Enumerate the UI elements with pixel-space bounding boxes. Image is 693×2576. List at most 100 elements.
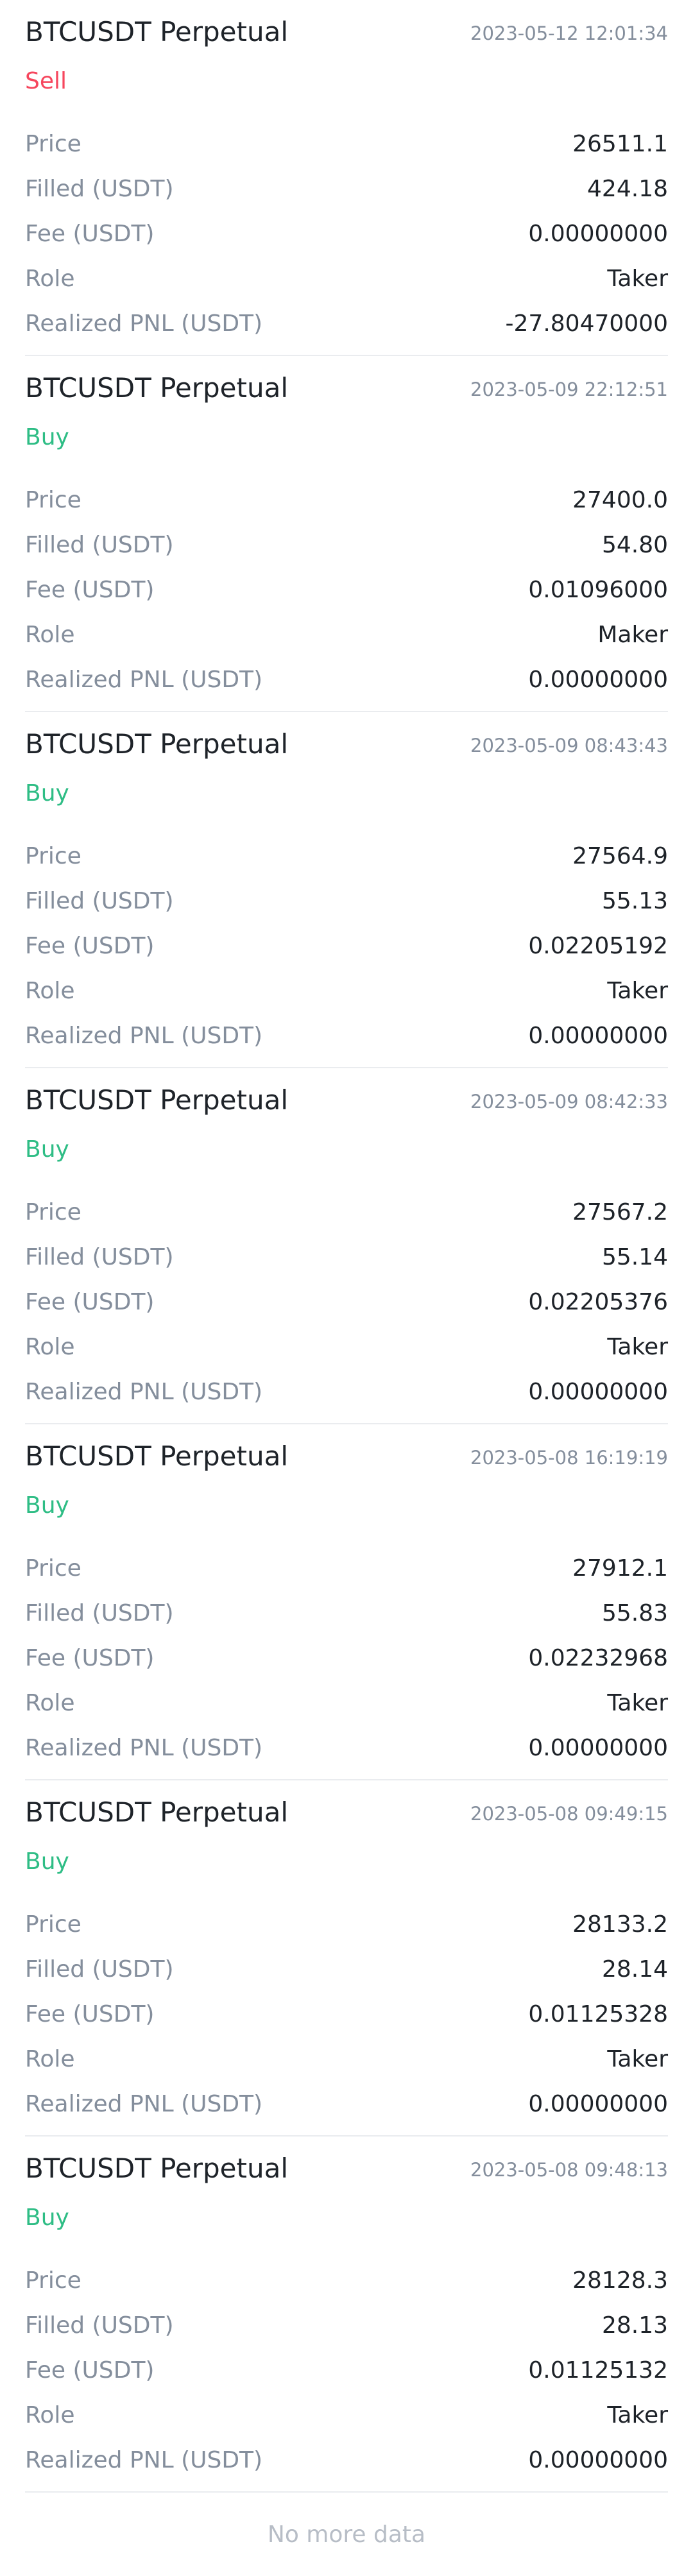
filled-label: Filled (USDT): [25, 1956, 174, 1983]
fee-row: Fee (USDT) 0.02205376: [25, 1286, 668, 1318]
realized-pnl-value: -27.80470000: [505, 310, 668, 337]
filled-value: 55.14: [601, 1243, 668, 1270]
realized-pnl-row: Realized PNL (USDT) 0.00000000: [25, 1732, 668, 1764]
divider: [25, 1423, 668, 1424]
role-row: Role Taker: [25, 975, 668, 1007]
trade-symbol: BTCUSDT Perpetual: [25, 728, 289, 760]
realized-pnl-row: Realized PNL (USDT) 0.00000000: [25, 2444, 668, 2476]
trade-side: Buy: [25, 1848, 69, 1875]
trade-record[interactable]: BTCUSDT Perpetual 2023-05-08 16:19:19 Buy P…: [0, 1424, 693, 1780]
realized-pnl-row: Realized PNL (USDT) -27.80470000: [25, 307, 668, 339]
trade-timestamp: 2023-05-09 08:42:33: [470, 1091, 668, 1113]
fee-value: 0.02232968: [528, 1644, 668, 1671]
realized-pnl-value: 0.00000000: [528, 1734, 668, 1761]
trade-record[interactable]: BTCUSDT Perpetual 2023-05-09 08:43:43 Buy P…: [0, 712, 693, 1068]
fee-row: Fee (USDT) 0.01125132: [25, 2354, 668, 2386]
role-value: Taker: [607, 1689, 668, 1716]
filled-value: 55.83: [601, 1599, 668, 1626]
trade-side: Buy: [25, 424, 69, 450]
role-label: Role: [25, 265, 75, 292]
trade-record[interactable]: BTCUSDT Perpetual 2023-05-08 09:48:13 Buy P…: [0, 2137, 693, 2493]
realized-pnl-label: Realized PNL (USDT): [25, 1022, 263, 1049]
role-label: Role: [25, 621, 75, 648]
fee-label: Fee (USDT): [25, 2000, 155, 2027]
divider: [25, 1779, 668, 1780]
filled-label: Filled (USDT): [25, 1599, 174, 1626]
filled-value: 28.14: [601, 1956, 668, 1983]
trade-symbol: BTCUSDT Perpetual: [25, 1084, 289, 1116]
divider: [25, 2491, 668, 2493]
role-value: Maker: [597, 621, 668, 648]
price-label: Price: [25, 842, 81, 869]
filled-value: 54.80: [601, 531, 668, 558]
role-row: Role Taker: [25, 1331, 668, 1363]
role-row: Role Taker: [25, 2399, 668, 2431]
realized-pnl-label: Realized PNL (USDT): [25, 2090, 263, 2117]
realized-pnl-value: 0.00000000: [528, 1022, 668, 1049]
filled-row: Filled (USDT) 55.83: [25, 1597, 668, 1629]
no-more-data-text: No more data: [267, 2521, 426, 2548]
filled-row: Filled (USDT) 28.14: [25, 1953, 668, 1985]
role-value: Taker: [607, 977, 668, 1004]
realized-pnl-value: 0.00000000: [528, 1378, 668, 1405]
realized-pnl-row: Realized PNL (USDT) 0.00000000: [25, 1019, 668, 1052]
role-row: Role Taker: [25, 262, 668, 294]
fee-row: Fee (USDT) 0.02232968: [25, 1642, 668, 1674]
realized-pnl-row: Realized PNL (USDT) 0.00000000: [25, 663, 668, 695]
realized-pnl-value: 0.00000000: [528, 2446, 668, 2473]
role-label: Role: [25, 2401, 75, 2428]
fee-label: Fee (USDT): [25, 576, 155, 603]
trade-side: Buy: [25, 780, 69, 806]
trade-timestamp: 2023-05-08 16:19:19: [470, 1447, 668, 1469]
price-label: Price: [25, 2267, 81, 2294]
role-label: Role: [25, 977, 75, 1004]
price-value: 27912.1: [572, 1555, 668, 1582]
fee-value: 0.01125328: [528, 2000, 668, 2027]
trade-side: Sell: [25, 68, 67, 94]
trade-record[interactable]: BTCUSDT Perpetual 2023-05-12 12:01:34 Sell…: [0, 0, 693, 356]
realized-pnl-row: Realized PNL (USDT) 0.00000000: [25, 2088, 668, 2120]
realized-pnl-label: Realized PNL (USDT): [25, 2446, 263, 2473]
filled-label: Filled (USDT): [25, 175, 174, 202]
trade-record[interactable]: BTCUSDT Perpetual 2023-05-09 22:12:51 Buy P…: [0, 356, 693, 712]
price-row: Price 27400.0: [25, 484, 668, 516]
trade-record[interactable]: BTCUSDT Perpetual 2023-05-09 08:42:33 Buy P…: [0, 1068, 693, 1424]
trade-side: Buy: [25, 2205, 69, 2231]
price-value: 27564.9: [572, 842, 668, 869]
price-value: 28128.3: [572, 2267, 668, 2294]
realized-pnl-label: Realized PNL (USDT): [25, 666, 263, 693]
realized-pnl-value: 0.00000000: [528, 666, 668, 693]
filled-value: 424.18: [587, 175, 668, 202]
realized-pnl-label: Realized PNL (USDT): [25, 310, 263, 337]
trade-timestamp: 2023-05-08 09:48:13: [470, 2159, 668, 2181]
price-row: Price 28133.2: [25, 1908, 668, 1940]
price-label: Price: [25, 486, 81, 513]
role-value: Taker: [607, 1333, 668, 1360]
trade-timestamp: 2023-05-09 08:43:43: [470, 735, 668, 756]
filled-value: 28.13: [601, 2312, 668, 2339]
filled-label: Filled (USDT): [25, 2312, 174, 2339]
role-value: Taker: [607, 2045, 668, 2072]
price-label: Price: [25, 1555, 81, 1582]
trade-symbol: BTCUSDT Perpetual: [25, 16, 289, 47]
realized-pnl-row: Realized PNL (USDT) 0.00000000: [25, 1376, 668, 1408]
role-row: Role Maker: [25, 618, 668, 651]
price-row: Price 27564.9: [25, 840, 668, 872]
trade-record[interactable]: BTCUSDT Perpetual 2023-05-08 09:49:15 Buy P…: [0, 1780, 693, 2137]
price-label: Price: [25, 1198, 81, 1225]
price-row: Price 28128.3: [25, 2264, 668, 2296]
fee-label: Fee (USDT): [25, 220, 155, 247]
price-row: Price 27912.1: [25, 1552, 668, 1584]
price-value: 26511.1: [572, 130, 668, 157]
fee-value: 0.01096000: [528, 576, 668, 603]
fee-label: Fee (USDT): [25, 2357, 155, 2384]
fee-value: 0.02205376: [528, 1288, 668, 1315]
trade-symbol: BTCUSDT Perpetual: [25, 1796, 289, 1828]
role-row: Role Taker: [25, 2043, 668, 2075]
fee-row: Fee (USDT) 0.01125328: [25, 1998, 668, 2030]
filled-row: Filled (USDT) 28.13: [25, 2309, 668, 2341]
fee-row: Fee (USDT) 0.01096000: [25, 574, 668, 606]
filled-label: Filled (USDT): [25, 531, 174, 558]
filled-value: 55.13: [601, 887, 668, 914]
divider: [25, 711, 668, 712]
